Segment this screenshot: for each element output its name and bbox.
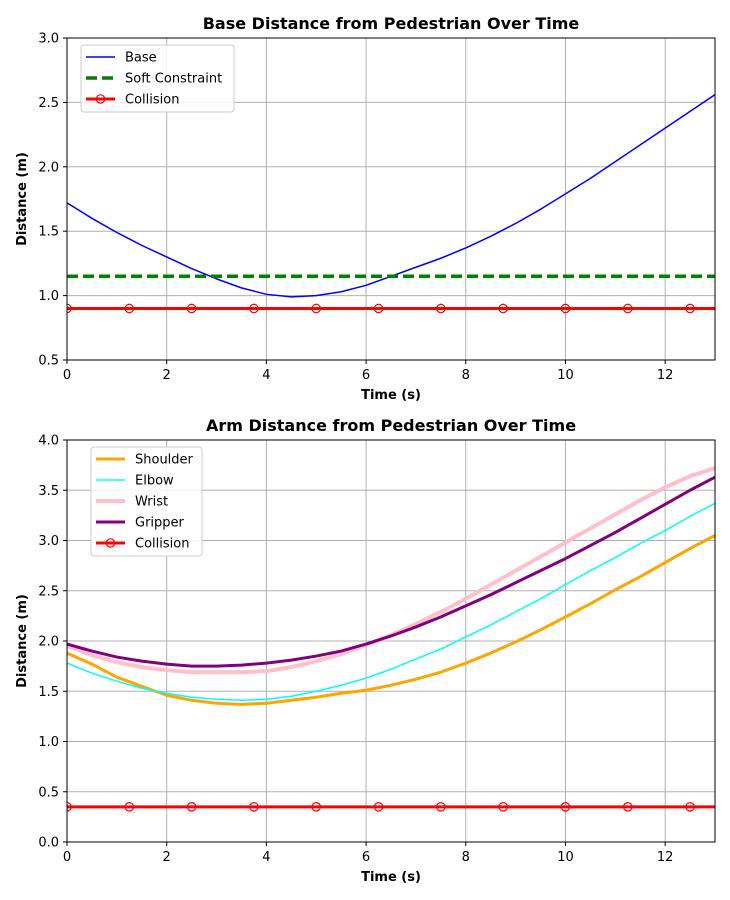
x-tick-label: 8 (462, 850, 470, 865)
legend-box (80, 44, 235, 113)
legend-marker (105, 538, 116, 548)
x-axis-label: Time (s) (361, 870, 421, 885)
chart-title: Arm Distance from Pedestrian Over Time (206, 416, 576, 435)
legend-label: Wrist (135, 495, 168, 510)
y-tick-label: 1.5 (38, 685, 59, 700)
y-tick-label: 0.0 (38, 836, 59, 851)
collision-marker (436, 303, 446, 314)
collision-marker (124, 303, 135, 314)
x-axis-label: Time (s) (361, 388, 421, 403)
collision-marker (311, 303, 322, 314)
x-tick-label: 0 (63, 368, 71, 383)
x-tick-label: 4 (262, 850, 270, 865)
series-line-base (67, 94, 715, 298)
legend-box (90, 446, 203, 557)
x-tick-label: 4 (262, 368, 270, 383)
x-tick-label: 2 (163, 850, 171, 865)
x-tick-label: 12 (657, 368, 674, 383)
y-tick-label: 1.0 (38, 289, 59, 304)
y-tick-label: 0.5 (38, 354, 59, 369)
axes-frame (66, 37, 716, 361)
x-tick-label: 10 (557, 850, 574, 865)
y-axis-label: Distance (m) (15, 594, 30, 688)
legend-label: Collision (135, 537, 189, 552)
x-tick-label: 12 (657, 850, 674, 865)
collision-marker (622, 802, 633, 812)
x-tick-label: 10 (557, 368, 574, 383)
x-tick-label: 0 (63, 850, 71, 865)
series-line-gripper (67, 475, 715, 668)
collision-marker (373, 303, 384, 314)
collision-marker (373, 802, 384, 812)
collision-marker (622, 303, 633, 314)
y-tick-label: 2.0 (38, 635, 59, 650)
collision-marker (560, 802, 571, 812)
plot-area (67, 94, 715, 314)
legend: Shoulder Elbow Wrist Gripper Collision (90, 446, 203, 557)
x-tick-label: 6 (362, 368, 370, 383)
x-tick-label: 6 (362, 850, 370, 865)
collision-marker (249, 802, 259, 812)
legend-label: Shoulder (135, 453, 194, 468)
legend-marker (95, 94, 106, 104)
y-tick-label: 3.0 (38, 32, 59, 47)
legend-label: Gripper (135, 516, 185, 531)
collision-marker (685, 802, 695, 812)
y-tick-label: 2.5 (38, 96, 59, 111)
legend-label: Elbow (135, 474, 174, 489)
collision-marker (67, 303, 72, 314)
y-tick-label: 1.5 (38, 225, 59, 240)
y-tick-label: 4.0 (38, 434, 59, 449)
y-tick-label: 3.5 (38, 484, 59, 499)
x-tick-label: 8 (462, 368, 470, 383)
collision-marker (498, 303, 508, 314)
legend-label: Base (125, 51, 157, 66)
legend-label: Soft Constraint (125, 72, 222, 87)
legend: Base Soft Constraint Collision (80, 44, 235, 113)
chart-panel-2: 0 2 4 6 8 10 12 0.0 0.5 1.0 1.5 2.0 2.5 3.0 3.5 4.0 Arm … (15, 416, 716, 885)
collision-marker (311, 802, 322, 812)
series-line-elbow (67, 502, 715, 702)
collision-marker (67, 802, 72, 812)
x-tick-label: 2 (163, 368, 171, 383)
collision-marker (560, 303, 571, 314)
y-tick-label: 1.0 (38, 735, 59, 750)
collision-marker (186, 802, 197, 812)
y-tick-label: 2.5 (38, 584, 59, 599)
chart-title: Base Distance from Pedestrian Over Time (203, 14, 580, 33)
y-tick-label: 0.5 (38, 785, 59, 800)
collision-marker (436, 802, 446, 812)
y-axis-label: Distance (m) (15, 152, 30, 246)
plot-area (67, 466, 715, 812)
legend-label: Collision (125, 93, 179, 108)
series-line-shoulder (67, 534, 715, 706)
collision-marker (498, 802, 508, 812)
collision-marker (186, 303, 197, 314)
collision-marker (249, 303, 259, 314)
collision-marker (685, 303, 695, 314)
chart-panel-1: 0 2 4 6 8 10 12 0.5 1.0 1.5 2.0 2.5 3.0 Base Distance… (15, 14, 716, 403)
y-tick-label: 3.0 (38, 534, 59, 549)
y-tick-label: 2.0 (38, 160, 59, 175)
collision-marker (124, 802, 135, 812)
